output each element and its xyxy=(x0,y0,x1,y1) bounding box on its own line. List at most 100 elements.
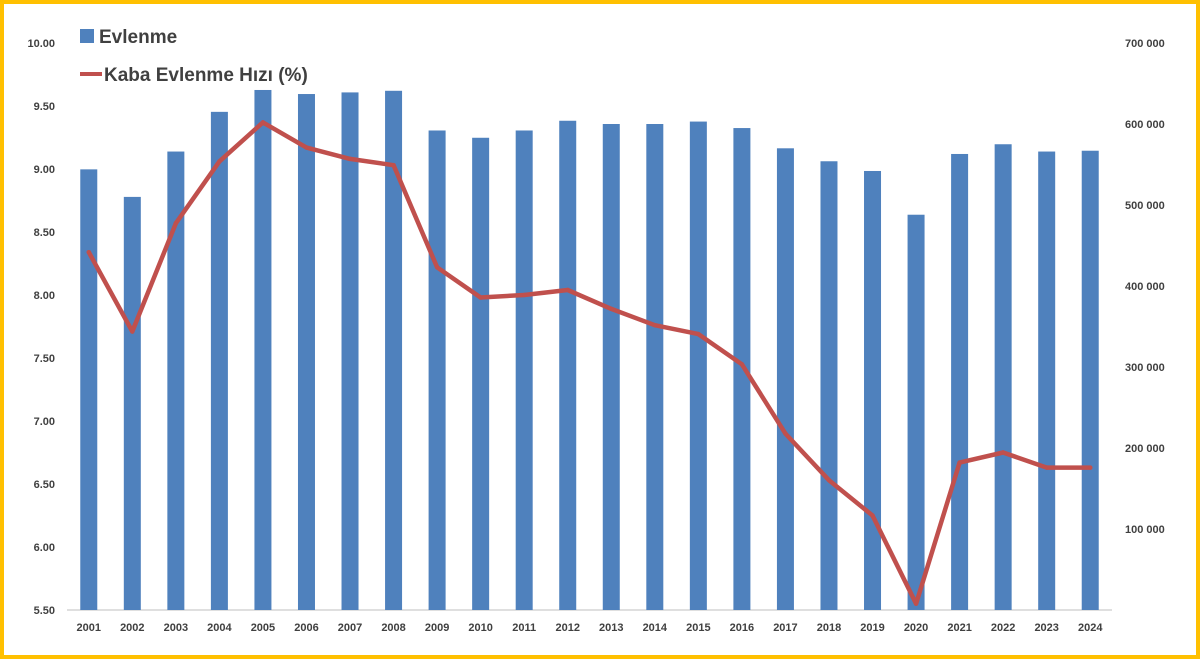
y-right-tick-label: 400 000 xyxy=(1125,281,1165,293)
bar-2006 xyxy=(297,94,315,610)
line-point-2014 xyxy=(652,323,658,328)
x-tick-label: 2013 xyxy=(599,622,623,634)
line-point-2009 xyxy=(434,265,440,270)
y-left-tick-label: 8.50 xyxy=(34,227,55,239)
x-tick-label: 2001 xyxy=(77,622,101,634)
legend-swatch-evlenme xyxy=(80,29,94,43)
x-tick-label: 2007 xyxy=(338,622,362,634)
x-tick-label: 2024 xyxy=(1078,622,1103,634)
bar-2008 xyxy=(385,90,403,611)
x-tick-label: 2003 xyxy=(164,622,188,634)
bar-2014 xyxy=(646,124,664,610)
line-point-2006 xyxy=(304,145,309,150)
bar-2019 xyxy=(864,170,882,611)
legend-label-kaba-evlenme-hizi: Kaba Evlenme Hızı (%) xyxy=(104,65,308,86)
y-left-tick-label: 6.50 xyxy=(34,479,55,491)
x-tick-label: 2023 xyxy=(1034,622,1058,634)
legend-label-evlenme: Evlenme xyxy=(99,27,177,48)
bar-2003 xyxy=(167,151,185,611)
y-right-tick-label: 600 000 xyxy=(1125,119,1165,131)
x-tick-label: 2005 xyxy=(251,622,275,634)
bar-2007 xyxy=(341,92,359,610)
x-tick-label: 2021 xyxy=(947,622,971,634)
line-series xyxy=(86,120,1093,606)
y-right-tick-label: 700 000 xyxy=(1125,38,1165,50)
line-point-2001 xyxy=(86,249,91,255)
bar-2020 xyxy=(907,214,925,610)
y-left-tick-label: 9.50 xyxy=(34,101,55,113)
x-tick-label: 2016 xyxy=(730,622,754,634)
bar-2011 xyxy=(515,130,533,611)
y-left-tick-label: 7.50 xyxy=(34,353,55,365)
y-left-tick-label: 8.00 xyxy=(34,290,55,302)
bar-2021 xyxy=(951,153,969,610)
bar-2009 xyxy=(428,130,446,611)
x-tick-label: 2017 xyxy=(773,622,797,634)
line-point-2016 xyxy=(739,362,745,367)
bar-2016 xyxy=(733,128,751,611)
x-tick-label: 2014 xyxy=(643,622,668,634)
y-left-tick-label: 9.00 xyxy=(34,164,55,176)
y-left-tick-label: 5.50 xyxy=(34,605,55,617)
x-tick-label: 2015 xyxy=(686,622,710,634)
line-point-2024 xyxy=(1088,465,1093,470)
line-point-2012 xyxy=(565,287,570,293)
line-point-2010 xyxy=(478,295,483,300)
line-point-2007 xyxy=(347,156,353,162)
y-left-tick-label: 6.00 xyxy=(34,542,55,554)
line-point-2002 xyxy=(130,329,135,334)
x-tick-label: 2019 xyxy=(860,622,884,634)
x-tick-label: 2008 xyxy=(381,622,405,634)
line-point-2005 xyxy=(260,120,266,125)
bar-2023 xyxy=(1038,151,1056,611)
bar-2024 xyxy=(1081,150,1099,611)
bar-2017 xyxy=(776,148,794,611)
bar-2002 xyxy=(123,196,141,610)
line-point-2003 xyxy=(173,220,179,226)
x-tick-label: 2012 xyxy=(555,622,579,634)
bar-2022 xyxy=(994,144,1012,610)
line-point-2015 xyxy=(696,331,701,337)
line-point-2019 xyxy=(870,513,875,518)
y-left-tick-label: 7.00 xyxy=(34,416,55,428)
bar-series xyxy=(80,89,1099,611)
line-point-2017 xyxy=(783,431,788,436)
left-axis-ticks: 5.50 6.00 6.50 7.00 7.50 8.00 8.50 9.00 9.50 10.0… xyxy=(27,38,55,617)
line-point-2008 xyxy=(391,163,396,168)
line-point-2020 xyxy=(913,601,919,606)
line-point-2011 xyxy=(521,292,527,298)
bar-2015 xyxy=(689,121,707,610)
bar-2012 xyxy=(559,120,577,610)
y-right-tick-label: 100 000 xyxy=(1125,524,1165,536)
line-point-2023 xyxy=(1044,465,1049,470)
bar-2013 xyxy=(602,124,620,610)
line-point-2018 xyxy=(826,478,832,483)
x-tick-label: 2006 xyxy=(294,622,318,634)
right-axis-ticks: 100 000 200 000 300 000 400 000 500 000 600 0… xyxy=(1125,38,1165,536)
x-tick-label: 2004 xyxy=(207,622,232,634)
bar-2010 xyxy=(472,137,490,610)
x-tick-label: 2022 xyxy=(991,622,1015,634)
line-point-2013 xyxy=(609,306,614,312)
line-point-2021 xyxy=(957,460,962,465)
y-right-tick-label: 500 000 xyxy=(1125,200,1165,212)
x-tick-label: 2011 xyxy=(512,622,536,634)
bar-2018 xyxy=(820,161,838,610)
x-tick-label: 2018 xyxy=(817,622,841,634)
line-point-2022 xyxy=(1000,450,1006,455)
x-tick-label: 2009 xyxy=(425,622,449,634)
x-tick-label: 2002 xyxy=(120,622,144,634)
legend: Evlenme Kaba Evlenme Hızı (%) xyxy=(80,27,308,86)
y-left-tick-label: 10.00 xyxy=(27,38,55,50)
line-kaba-evlenme-hizi xyxy=(86,120,1093,606)
x-tick-label: 2010 xyxy=(468,622,492,634)
bar-2004 xyxy=(210,111,228,610)
y-right-tick-label: 300 000 xyxy=(1125,362,1165,374)
x-tick-label: 2020 xyxy=(904,622,928,634)
y-right-tick-label: 200 000 xyxy=(1125,443,1165,455)
line-point-2004 xyxy=(217,159,222,164)
bar-2005 xyxy=(254,89,272,611)
x-axis-ticks: 2001 2002 2003 2004 2005 2006 2007 2008 2009 2010… xyxy=(77,622,1104,634)
bar-2001 xyxy=(80,169,98,611)
